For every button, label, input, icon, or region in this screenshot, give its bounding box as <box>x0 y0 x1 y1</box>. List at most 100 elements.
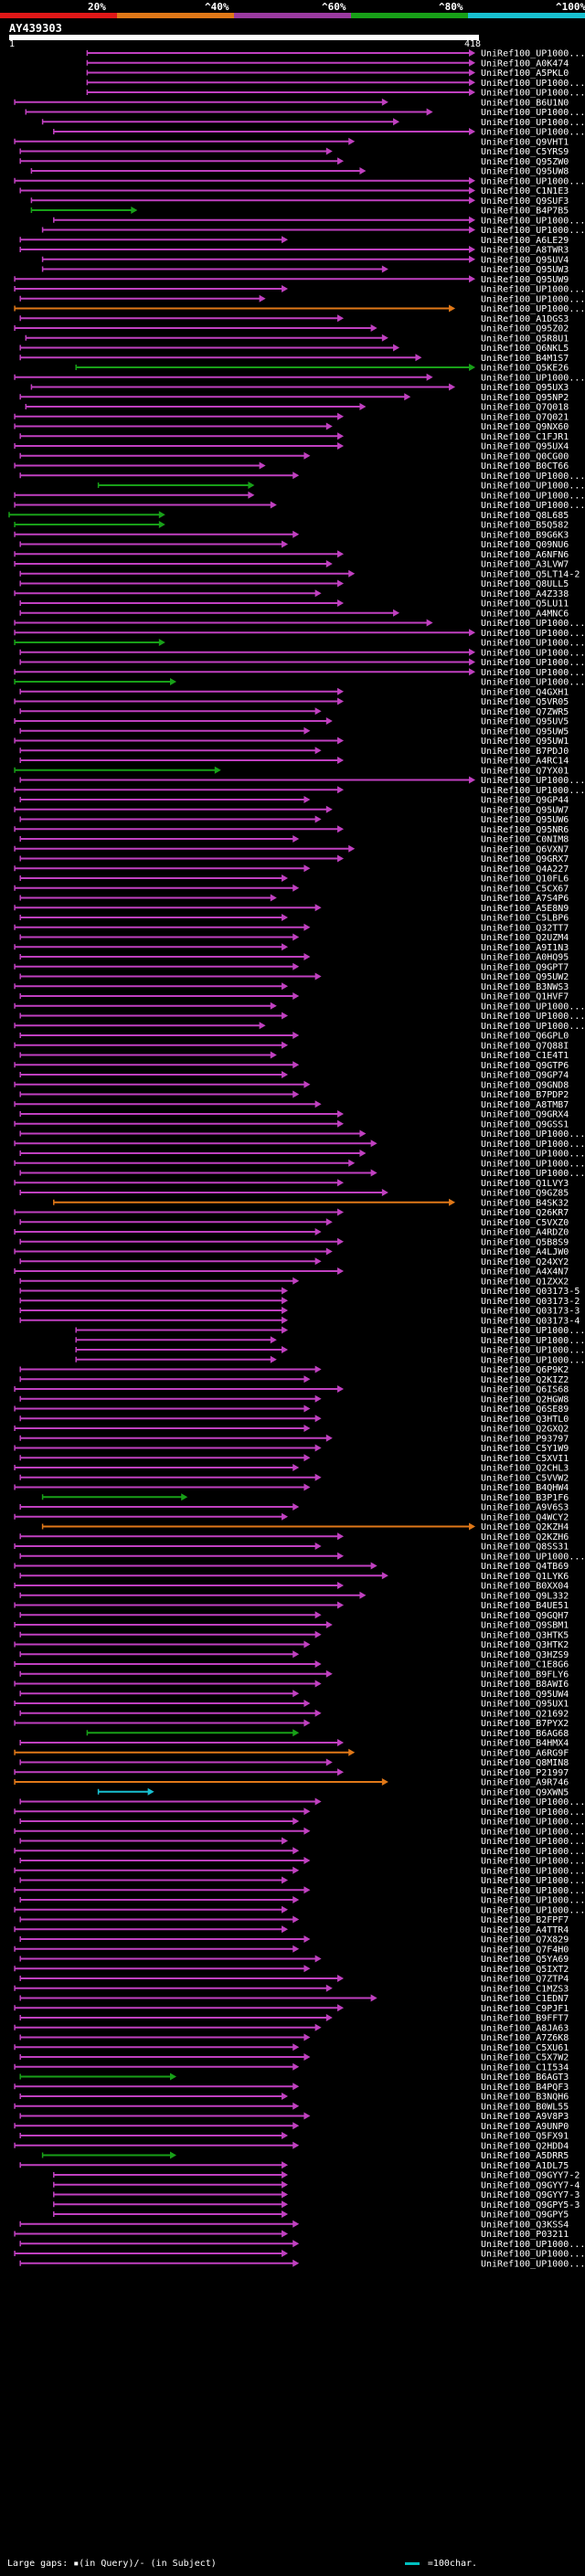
hit-label[interactable]: UniRef100_UP1000... <box>481 786 585 796</box>
hit-label[interactable]: UniRef100_A5PKL0 <box>481 69 569 79</box>
hit-label[interactable]: UniRef100_UP1000... <box>481 1159 585 1169</box>
hit-label[interactable]: UniRef100_Q9GRX7 <box>481 854 569 864</box>
hit-label[interactable]: UniRef100_B3P1F6 <box>481 1493 569 1503</box>
hit-label[interactable]: UniRef100_Q9GYY7-2 <box>481 2171 580 2181</box>
hit-label[interactable]: UniRef100_C1EDN7 <box>481 1994 569 2004</box>
hit-label[interactable]: UniRef100_Q9SBM1 <box>481 1621 569 1631</box>
hit-label[interactable]: UniRef100_B6AG68 <box>481 1729 569 1739</box>
hit-label[interactable]: UniRef100_UP1000... <box>481 1905 585 1915</box>
hit-label[interactable]: UniRef100_C5LBP6 <box>481 914 569 924</box>
hit-label[interactable]: UniRef100_A0HQ95 <box>481 953 569 963</box>
hit-label[interactable]: UniRef100_UP1000... <box>481 1876 585 1886</box>
hit-label[interactable]: UniRef100_Q6SE89 <box>481 1405 569 1415</box>
hit-label[interactable]: UniRef100_A1DL75 <box>481 2161 569 2171</box>
hit-label[interactable]: UniRef100_Q9SUF3 <box>481 196 569 207</box>
hit-label[interactable]: UniRef100_Q9XWN5 <box>481 1787 569 1797</box>
hit-label[interactable]: UniRef100_Q9GTP6 <box>481 1061 569 1071</box>
hit-label[interactable]: UniRef100_B2FPF7 <box>481 1915 569 1925</box>
hit-label[interactable]: UniRef100_Q95UW9 <box>481 275 569 285</box>
hit-label[interactable]: UniRef100_Q1LYK6 <box>481 1572 569 1582</box>
hit-label[interactable]: UniRef100_C5CX67 <box>481 884 569 894</box>
hit-label[interactable]: UniRef100_Q03173-3 <box>481 1307 580 1317</box>
hit-label[interactable]: UniRef100_UP1000... <box>481 648 585 658</box>
hit-label[interactable]: UniRef100_P93797 <box>481 1434 569 1444</box>
hit-label[interactable]: UniRef100_Q21692 <box>481 1709 569 1719</box>
hit-label[interactable]: UniRef100_Q5YA69 <box>481 1955 569 1965</box>
hit-label[interactable]: UniRef100_UP1000... <box>481 1818 585 1828</box>
hit-label[interactable]: UniRef100_C1FJR1 <box>481 432 569 442</box>
hit-label[interactable]: UniRef100_A6RG9F <box>481 1748 569 1758</box>
hit-label[interactable]: UniRef100_C1E4T1 <box>481 1051 569 1061</box>
hit-label[interactable]: UniRef100_Q95NR6 <box>481 825 569 835</box>
hit-label[interactable]: UniRef100_Q95NP2 <box>481 393 569 403</box>
hit-label[interactable]: UniRef100_A0K474 <box>481 58 569 69</box>
hit-label[interactable]: UniRef100_A9I1N3 <box>481 943 569 953</box>
hit-label[interactable]: UniRef100_Q9NX60 <box>481 422 569 432</box>
hit-label[interactable]: UniRef100_UP1000... <box>481 2259 585 2269</box>
hit-label[interactable]: UniRef100_B0CT66 <box>481 461 569 472</box>
hit-label[interactable]: UniRef100_Q09NU6 <box>481 540 569 550</box>
hit-label[interactable]: UniRef100_Q9L332 <box>481 1591 569 1601</box>
hit-label[interactable]: UniRef100_Q3KSS4 <box>481 2220 569 2230</box>
hit-label[interactable]: UniRef100_Q9GSS1 <box>481 1119 569 1129</box>
hit-label[interactable]: UniRef100_UP1000... <box>481 629 585 639</box>
hit-label[interactable]: UniRef100_Q4WCY2 <box>481 1512 569 1522</box>
hit-label[interactable]: UniRef100_Q9GRX4 <box>481 1110 569 1120</box>
hit-label[interactable]: UniRef100_B7PDJ0 <box>481 747 569 757</box>
hit-label[interactable]: UniRef100_Q7ZWR5 <box>481 707 569 717</box>
hit-label[interactable]: UniRef100_A4X4N7 <box>481 1267 569 1277</box>
hit-label[interactable]: UniRef100_C9PJF1 <box>481 2004 569 2014</box>
hit-label[interactable]: UniRef100_Q5KE26 <box>481 364 569 374</box>
hit-label[interactable]: UniRef100_A9V8P3 <box>481 2112 569 2122</box>
hit-label[interactable]: UniRef100_UP1000... <box>481 2240 585 2250</box>
hit-label[interactable]: UniRef100_Q9GPY5 <box>481 2210 569 2221</box>
hit-label[interactable]: UniRef100_Q2HDD4 <box>481 2141 569 2151</box>
hit-label[interactable]: UniRef100_UP1000... <box>481 304 585 314</box>
hit-label[interactable]: UniRef100_Q95UV4 <box>481 255 569 265</box>
hit-label[interactable]: UniRef100_A9V6S3 <box>481 1503 569 1513</box>
hit-label[interactable]: UniRef100_Q95UW5 <box>481 726 569 737</box>
hit-label[interactable]: UniRef100_Q6VXN7 <box>481 844 569 854</box>
hit-label[interactable]: UniRef100_C5X7W2 <box>481 2053 569 2063</box>
hit-label[interactable]: UniRef100_Q95ZW0 <box>481 157 569 167</box>
hit-label[interactable]: UniRef100_C0NIM8 <box>481 835 569 845</box>
hit-label[interactable]: UniRef100_Q26KR7 <box>481 1208 569 1218</box>
hit-label[interactable]: UniRef100_Q9GYY7-4 <box>481 2180 580 2190</box>
hit-label[interactable]: UniRef100_Q7YX01 <box>481 766 569 776</box>
hit-label[interactable]: UniRef100_A4RC14 <box>481 757 569 767</box>
hit-label[interactable]: UniRef100_B4QHW4 <box>481 1483 569 1493</box>
hit-label[interactable]: UniRef100_UP1000... <box>481 89 585 99</box>
hit-label[interactable]: UniRef100_A5E8N9 <box>481 904 569 914</box>
hit-label[interactable]: UniRef100_Q8L685 <box>481 511 569 521</box>
hit-label[interactable]: UniRef100_Q95UW6 <box>481 815 569 825</box>
hit-label[interactable]: UniRef100_Q95UX1 <box>481 1700 569 1710</box>
hit-label[interactable]: UniRef100_Q5LU11 <box>481 599 569 610</box>
hit-label[interactable]: UniRef100_B7PYX2 <box>481 1719 569 1729</box>
hit-label[interactable]: UniRef100_A1DGS3 <box>481 314 569 324</box>
hit-label[interactable]: UniRef100_C1I534 <box>481 2062 569 2072</box>
hit-label[interactable]: UniRef100_UP1000... <box>481 639 585 649</box>
hit-label[interactable]: UniRef100_B6AGT3 <box>481 2072 569 2083</box>
hit-label[interactable]: UniRef100_C1N1E3 <box>481 186 569 196</box>
hit-label[interactable]: UniRef100_UP1000... <box>481 1346 585 1356</box>
hit-label[interactable]: UniRef100_C5XVI1 <box>481 1454 569 1464</box>
hit-label[interactable]: UniRef100_Q2KZH6 <box>481 1532 569 1542</box>
hit-label[interactable]: UniRef100_A4Z338 <box>481 589 569 599</box>
hit-label[interactable]: UniRef100_UP1000... <box>481 1807 585 1818</box>
hit-label[interactable]: UniRef100_UP1000... <box>481 1169 585 1179</box>
hit-label[interactable]: UniRef100_B3NQH6 <box>481 2093 569 2103</box>
hit-label[interactable]: UniRef100_C5YRS9 <box>481 147 569 157</box>
hit-label[interactable]: UniRef100_Q03173-5 <box>481 1287 580 1297</box>
hit-label[interactable]: UniRef100_UP1000... <box>481 373 585 383</box>
hit-label[interactable]: UniRef100_Q7ZTP4 <box>481 1975 569 1985</box>
hit-label[interactable]: UniRef100_Q95UX3 <box>481 383 569 393</box>
hit-label[interactable]: UniRef100_Q95UW8 <box>481 167 569 177</box>
hit-label[interactable]: UniRef100_Q9GP44 <box>481 796 569 806</box>
hit-label[interactable]: UniRef100_Q9GND8 <box>481 1080 569 1090</box>
hit-label[interactable]: UniRef100_A9R746 <box>481 1778 569 1788</box>
hit-label[interactable]: UniRef100_UP1000... <box>481 1837 585 1847</box>
hit-label[interactable]: UniRef100_Q2UZM4 <box>481 933 569 943</box>
hit-label[interactable]: UniRef100_B4SK32 <box>481 1198 569 1208</box>
hit-label[interactable]: UniRef100_UP1000... <box>481 1022 585 1032</box>
hit-label[interactable]: UniRef100_Q2KZH4 <box>481 1522 569 1532</box>
